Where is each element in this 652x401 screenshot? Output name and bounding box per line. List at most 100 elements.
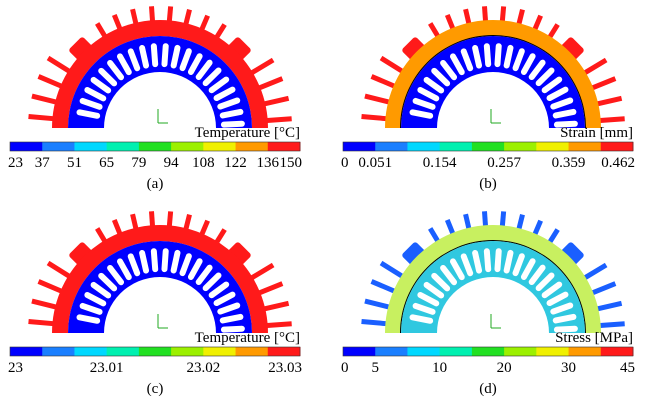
slot: [150, 43, 159, 68]
fin: [166, 6, 174, 25]
colorbar-segment: [138, 142, 172, 151]
colorbar-segment: [42, 347, 75, 356]
colorbar-tick-label: 122: [224, 155, 247, 171]
fin: [580, 57, 608, 77]
legend-title: Stress [MPa]: [555, 330, 633, 346]
colorbar-tick-label: 23.03: [268, 360, 302, 376]
caption: (b): [479, 176, 497, 192]
fin: [364, 93, 393, 106]
slot: [553, 120, 578, 128]
legend-title: Temperature [°C]: [195, 330, 300, 346]
slot: [503, 249, 514, 274]
slot: [535, 272, 555, 292]
colorbar-segment: [10, 142, 43, 151]
fin: [361, 319, 390, 327]
slot: [417, 87, 440, 102]
slot: [213, 291, 236, 307]
colorbar-segment: [375, 142, 408, 151]
colorbar-segment: [536, 347, 570, 356]
slot: [220, 325, 245, 333]
fin: [580, 262, 608, 282]
colorbar-tick-label: 45: [620, 360, 635, 376]
fin: [247, 262, 275, 282]
housing: [385, 20, 601, 128]
colorbar-segment: [343, 347, 376, 356]
colorbar-segment: [138, 347, 172, 356]
slot: [552, 313, 577, 324]
slot: [84, 87, 107, 102]
colorbar-tick-label: 0: [341, 360, 349, 376]
slot: [472, 249, 483, 274]
slot: [431, 272, 451, 292]
slot: [98, 67, 118, 87]
slot: [512, 48, 525, 72]
fin: [596, 116, 625, 124]
slot: [195, 59, 213, 81]
slot: [494, 43, 502, 68]
colorbar-segment: [600, 347, 634, 356]
fin: [37, 279, 66, 295]
housing: [385, 225, 601, 333]
axis-icon: [157, 109, 168, 124]
legend-title: Temperature [°C]: [195, 125, 300, 141]
colorbar-tick-label: 23: [8, 360, 23, 376]
slot: [472, 44, 483, 69]
colorbar-segment: [568, 142, 602, 151]
colorbar-tick-label: 51: [67, 155, 82, 171]
colorbar-segment: [375, 347, 408, 356]
slot: [150, 248, 159, 273]
colorbar-segment: [471, 347, 505, 356]
slot: [84, 292, 107, 307]
slot: [116, 53, 132, 76]
colorbar-segment: [203, 347, 237, 356]
slot: [90, 76, 112, 94]
colorbar-tick-label: 23: [8, 155, 23, 171]
slot: [170, 249, 181, 274]
colorbar-segment: [600, 142, 634, 151]
colorbar-tick-label: 20: [497, 360, 512, 376]
colorbar-segment: [171, 142, 204, 151]
slot: [161, 43, 169, 68]
slot: [520, 258, 536, 280]
colorbar-segment: [439, 347, 473, 356]
slot: [550, 97, 574, 110]
fin: [28, 319, 57, 327]
panel: Temperature [°C] 23 23.01 23.02 23.03 (c): [8, 211, 302, 397]
colorbar-tick-label: 65: [99, 155, 114, 171]
slot: [412, 302, 436, 315]
slot: [179, 48, 192, 72]
fin: [247, 57, 275, 77]
legend-title: Strain [mm]: [560, 125, 633, 141]
fin: [588, 281, 617, 297]
colorbar-segment: [171, 347, 204, 356]
colorbar-tick-label: 150: [280, 155, 303, 171]
colorbar-segment: [504, 347, 537, 356]
slot: [161, 248, 169, 273]
colorbar-segment: [74, 142, 108, 151]
slot: [550, 302, 574, 315]
fin: [31, 298, 60, 311]
slot: [107, 264, 125, 286]
colorbar-tick-label: 0.051: [358, 155, 392, 171]
slot: [90, 281, 112, 299]
colorbar-segment: [568, 347, 602, 356]
panel: Stress [MPa] 0 5 10 20 30 45 (d): [341, 211, 635, 397]
slot: [187, 53, 203, 75]
colorbar-tick-label: 37: [35, 155, 51, 171]
stator: [401, 241, 585, 333]
slot: [220, 120, 245, 128]
fin: [260, 95, 290, 108]
fin: [255, 281, 284, 297]
slot: [512, 253, 525, 277]
slot: [79, 97, 103, 110]
slot: [483, 43, 492, 68]
slot: [460, 48, 474, 72]
fin: [370, 279, 399, 295]
housing: [52, 225, 268, 333]
colorbar-tick-label: 23.02: [186, 360, 220, 376]
slot: [195, 264, 213, 286]
slot: [520, 53, 536, 75]
slot: [440, 264, 458, 286]
slot: [219, 313, 244, 324]
slot: [409, 314, 434, 324]
